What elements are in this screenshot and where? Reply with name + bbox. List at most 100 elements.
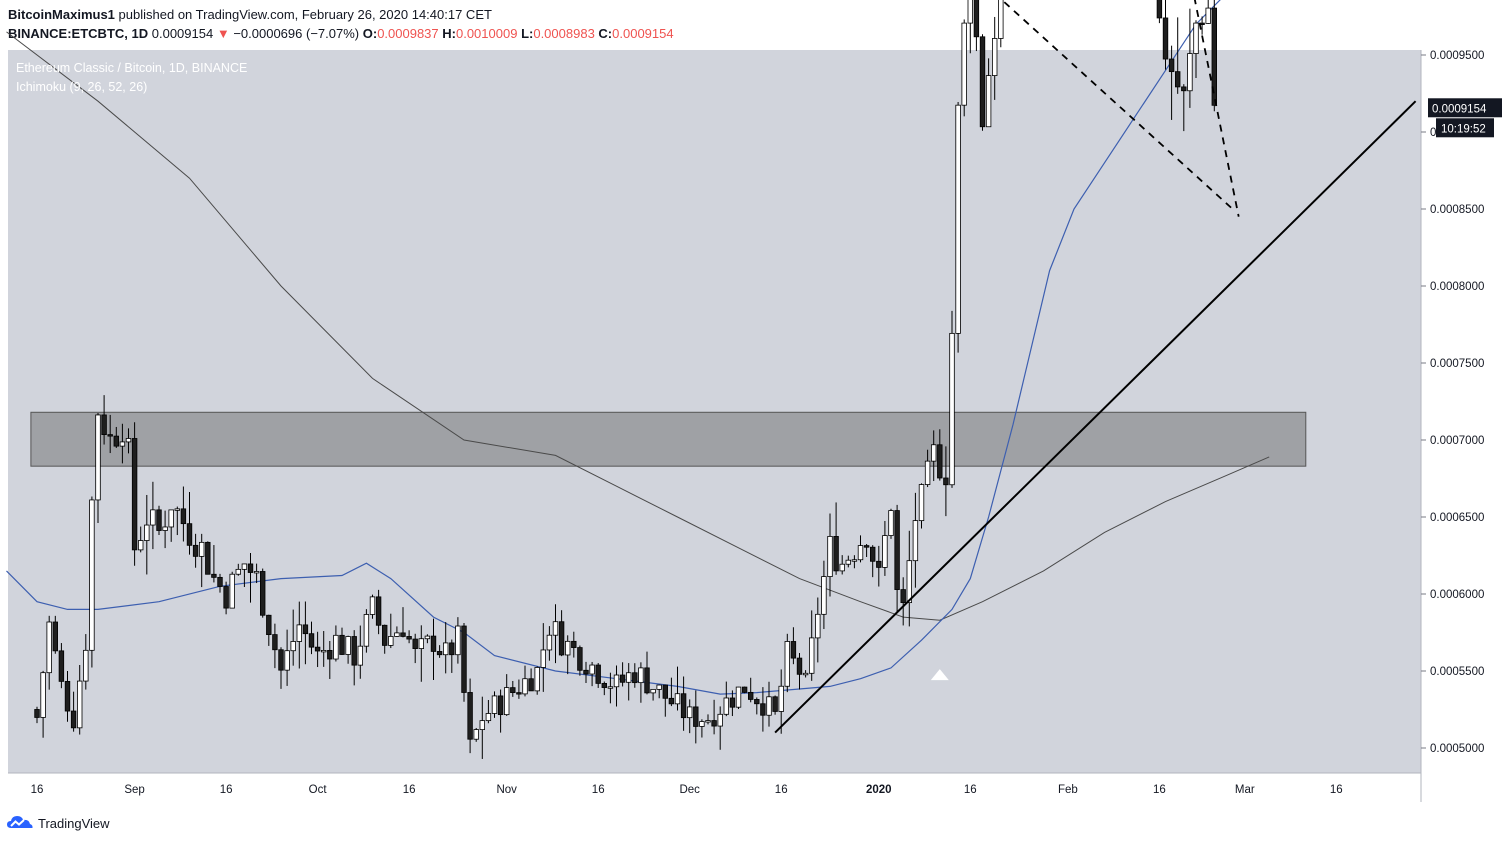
candle[interactable] (442, 642, 449, 656)
candle[interactable] (436, 651, 443, 656)
candle[interactable] (64, 680, 71, 712)
candle[interactable] (186, 523, 193, 546)
candle[interactable] (815, 613, 821, 639)
candle[interactable] (266, 614, 272, 636)
price-axis[interactable] (1421, 50, 1503, 773)
candle[interactable] (284, 650, 290, 671)
candle[interactable] (259, 571, 266, 616)
candle[interactable] (839, 563, 845, 572)
candle[interactable] (699, 721, 705, 727)
candle[interactable] (613, 674, 620, 688)
candle[interactable] (363, 614, 370, 647)
candle[interactable] (52, 621, 58, 652)
candle[interactable] (137, 540, 144, 551)
tradingview-brand[interactable]: TradingView (38, 816, 110, 831)
candle[interactable] (784, 641, 790, 687)
candle[interactable] (857, 545, 864, 561)
candle[interactable] (491, 695, 498, 714)
candle[interactable] (662, 684, 668, 699)
candle[interactable] (1156, 0, 1163, 19)
candle[interactable] (888, 510, 894, 536)
candle[interactable] (113, 435, 119, 447)
candle[interactable] (430, 635, 437, 652)
candle[interactable] (272, 634, 278, 651)
candle[interactable] (583, 669, 589, 675)
candle[interactable] (534, 667, 540, 692)
candle[interactable] (223, 586, 229, 609)
candle[interactable] (345, 636, 351, 655)
candle[interactable] (790, 641, 797, 659)
candle[interactable] (180, 508, 187, 525)
candle[interactable] (357, 645, 363, 666)
candle[interactable] (40, 672, 46, 718)
candle[interactable] (577, 647, 583, 671)
time-axis[interactable] (8, 773, 1421, 802)
candle[interactable] (626, 672, 632, 683)
indicator-label[interactable]: Ichimoku (9, 26, 52, 26) (16, 80, 147, 94)
candle[interactable] (302, 624, 309, 635)
candle[interactable] (89, 499, 95, 651)
plot-area[interactable] (8, 50, 1421, 773)
candle[interactable] (308, 633, 315, 648)
candle[interactable] (821, 576, 827, 615)
candle[interactable] (101, 414, 107, 436)
candle[interactable] (912, 520, 919, 562)
candle[interactable] (485, 713, 492, 722)
candle[interactable] (369, 596, 376, 615)
candle[interactable] (290, 641, 296, 652)
upper-wedge-line[interactable] (1086, 0, 1240, 217)
candle[interactable] (449, 642, 455, 656)
candle[interactable] (845, 559, 851, 565)
candle[interactable] (424, 635, 431, 640)
lower-wedge-line[interactable] (995, 0, 1234, 210)
candle[interactable] (644, 667, 650, 694)
candle[interactable] (607, 686, 614, 689)
candle[interactable] (748, 691, 754, 700)
candle[interactable] (729, 697, 736, 708)
candle[interactable] (741, 686, 748, 693)
candle[interactable] (918, 484, 925, 522)
candle[interactable] (540, 649, 546, 668)
ma-long-line[interactable] (6, 31, 1270, 621)
candle[interactable] (144, 524, 150, 541)
candle[interactable] (70, 710, 77, 729)
candle[interactable] (992, 38, 998, 76)
candle[interactable] (967, 0, 973, 24)
candle[interactable] (906, 560, 912, 604)
candle[interactable] (558, 621, 565, 656)
candle[interactable] (943, 477, 949, 486)
candle[interactable] (705, 720, 711, 723)
candle[interactable] (778, 685, 784, 712)
candle[interactable] (1175, 71, 1181, 88)
candle[interactable] (619, 674, 626, 683)
candle[interactable] (241, 563, 248, 570)
candle[interactable] (522, 678, 528, 695)
candle[interactable] (58, 650, 65, 682)
candle[interactable] (711, 720, 717, 727)
candle[interactable] (601, 683, 607, 688)
candle[interactable] (381, 624, 388, 646)
candle[interactable] (674, 693, 681, 705)
candle[interactable] (870, 546, 876, 562)
candle[interactable] (546, 634, 553, 651)
candle[interactable] (937, 444, 943, 479)
candle[interactable] (668, 697, 675, 705)
candle[interactable] (894, 510, 900, 590)
candle[interactable] (882, 535, 888, 568)
candle[interactable] (772, 696, 778, 712)
candle[interactable] (1162, 17, 1169, 60)
candle[interactable] (766, 696, 772, 716)
candle[interactable] (467, 692, 473, 740)
candle[interactable] (516, 692, 522, 695)
candle[interactable] (1168, 58, 1175, 73)
candle[interactable] (77, 680, 83, 729)
candle[interactable] (174, 508, 180, 511)
candle[interactable] (565, 640, 571, 656)
candle[interactable] (461, 625, 467, 693)
candle[interactable] (327, 649, 333, 660)
candle[interactable] (388, 636, 394, 646)
candle[interactable] (412, 638, 418, 649)
candle[interactable] (253, 571, 260, 574)
candle[interactable] (760, 703, 766, 716)
candle[interactable] (687, 706, 693, 719)
